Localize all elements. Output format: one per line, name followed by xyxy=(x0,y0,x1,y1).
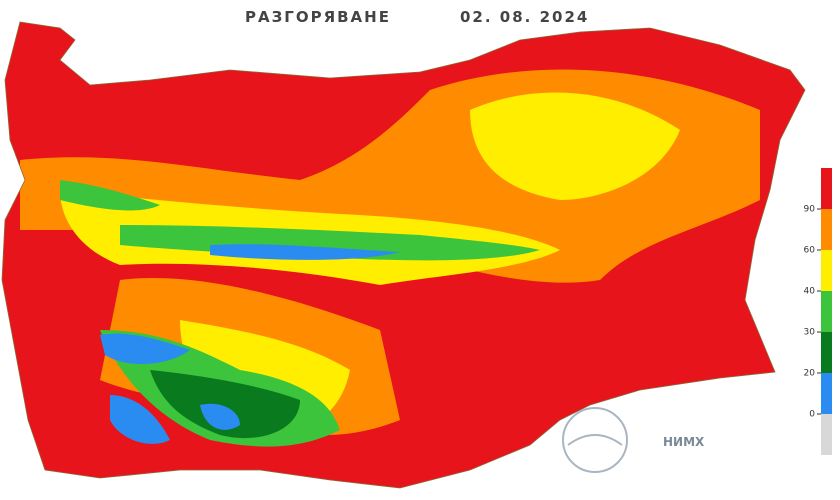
map-title: РАЗГОРЯВАНЕ xyxy=(245,8,391,26)
legend-swatch xyxy=(821,291,832,332)
legend-swatch xyxy=(821,414,832,455)
legend-tick-label: 20 xyxy=(804,369,816,379)
logo-wave xyxy=(567,434,623,446)
legend-tick-label: 90 xyxy=(804,205,816,215)
legend-tick-label: 60 xyxy=(804,246,816,256)
logo-emblem xyxy=(562,407,628,473)
logo-text: НИМХ xyxy=(663,435,705,449)
legend-swatch xyxy=(821,209,832,250)
border xyxy=(1,21,806,489)
map-date: 02. 08. 2024 xyxy=(460,8,589,26)
legend-swatch xyxy=(821,168,832,209)
legend: 90 60 40 30 20 0 xyxy=(804,168,832,455)
legend-tick-label: 30 xyxy=(804,328,816,338)
legend-tick-label: 40 xyxy=(804,287,816,297)
legend-tick-label: 0 xyxy=(809,410,815,420)
legend-swatch xyxy=(821,373,832,414)
legend-swatch xyxy=(821,332,832,373)
legend-swatch xyxy=(821,250,832,291)
logo: НИМХ xyxy=(562,407,705,473)
